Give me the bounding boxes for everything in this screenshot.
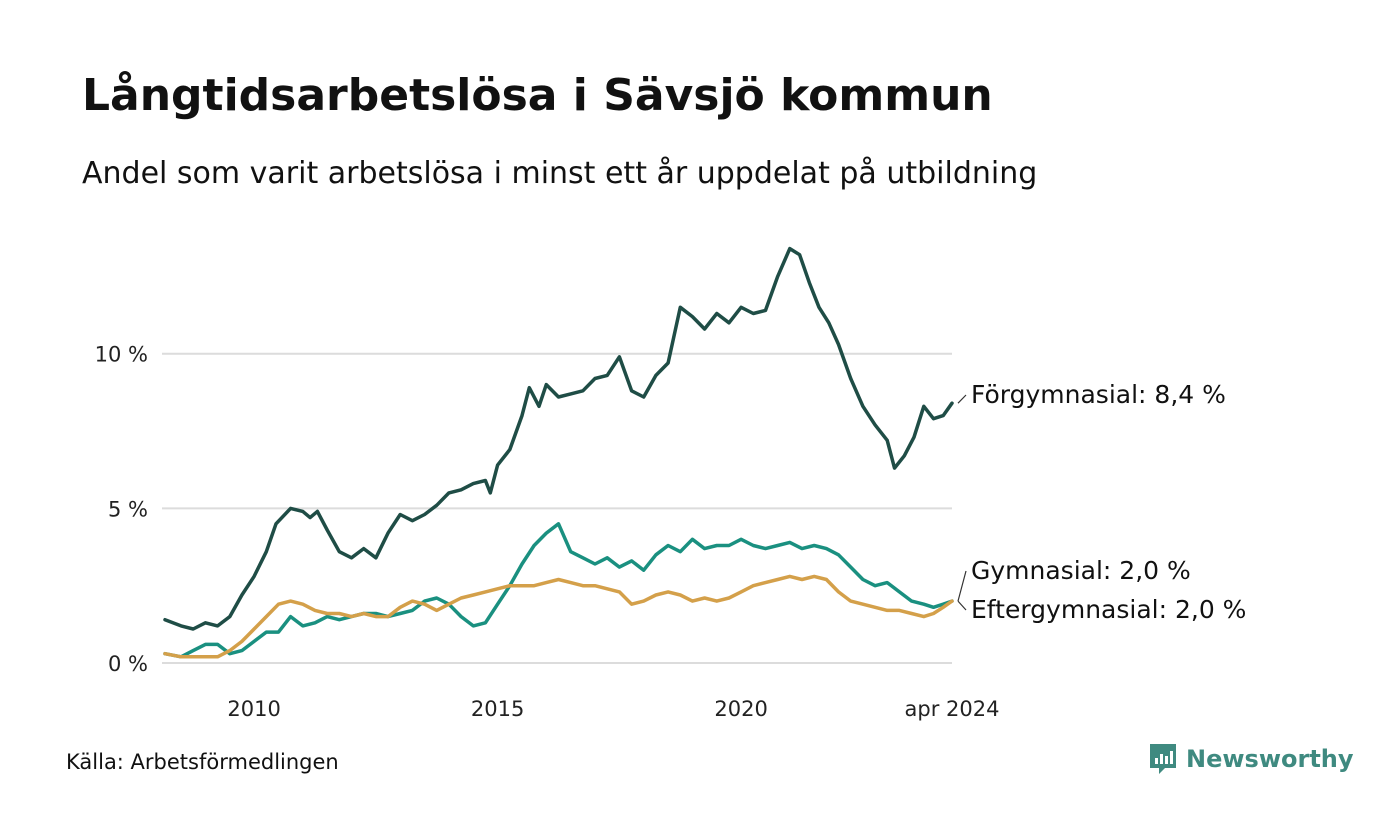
x-tick-label: 2010 [227,697,280,721]
label-leader-line [957,600,967,611]
brand-name: Newsworthy [1186,745,1354,773]
series-line-eftergymnasial [163,574,954,659]
newsworthy-logo-icon [1150,744,1176,774]
brand-logo: Newsworthy [1148,742,1354,776]
y-tick-label: 10 % [95,343,148,367]
series-end-labels: Förgymnasial: 8,4 % Gymnasial: 2,0 % Efter… [957,380,1246,624]
label-leader-line [957,570,967,602]
chart-subtitle: Andel som varit arbetslösa i minst ett å… [82,156,1038,191]
source-note: Källa: Arbetsförmedlingen [66,750,339,774]
chart-title: Långtidsarbetslösa i Sävsjö kommun [82,70,993,121]
series-line-gymnasial [163,522,954,659]
series-lines [163,246,954,659]
series-end-label: Eftergymnasial: 2,0 % [971,595,1246,624]
y-tick-label: 5 % [108,497,148,521]
series-end-label: Förgymnasial: 8,4 % [971,380,1226,409]
y-tick-label: 0 % [108,652,148,676]
x-tick-label: 2015 [471,697,524,721]
label-leader-line [957,394,967,404]
gridlines [162,352,952,664]
x-tick-label: apr 2024 [905,697,1000,721]
series-end-label: Gymnasial: 2,0 % [971,556,1191,585]
series-line-förgymnasial [163,246,954,631]
x-tick-label: 2020 [714,697,767,721]
axis-labels: 0 % 5 % 10 % 2010 2015 2020 apr 2024 [95,343,1000,721]
